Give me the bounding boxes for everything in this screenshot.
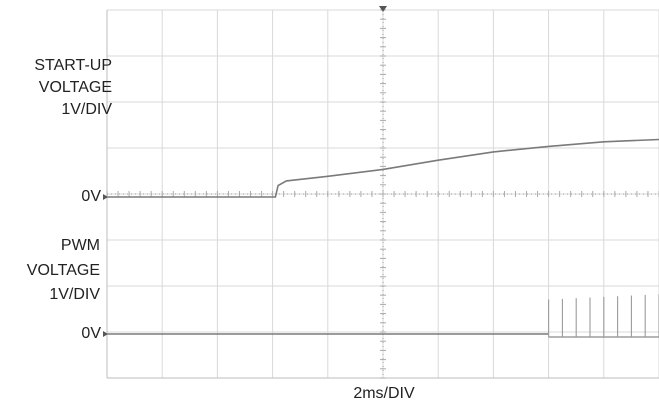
ch2-label-line2: VOLTAGE: [26, 262, 100, 279]
grid: [103, 6, 659, 379]
ch2-zero-label: 0V: [81, 325, 101, 342]
ch1-zero-marker: [103, 194, 108, 200]
ch1-zero-label: 0V: [81, 188, 101, 205]
ch1-label-line3: 1V/DIV: [61, 101, 112, 118]
trigger-marker: [379, 6, 387, 12]
ch1-trace: [107, 138, 659, 198]
ch2-zero-marker: [103, 331, 108, 337]
x-axis-label: 2ms/DIV: [353, 385, 415, 402]
ch1-label-line2: VOLTAGE: [38, 79, 112, 96]
ch1-label-line1: START-UP: [34, 57, 112, 74]
ch2-label-line3: 1V/DIV: [49, 286, 100, 303]
ch2-label-line1: PWM: [60, 237, 100, 254]
traces: [107, 138, 659, 338]
